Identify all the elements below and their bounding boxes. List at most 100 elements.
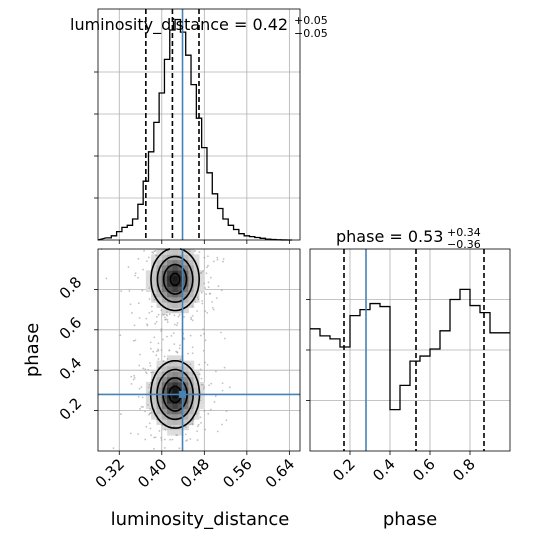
joint-density-cell <box>177 371 184 378</box>
joint-density-cell <box>193 381 200 388</box>
joint-sample-point <box>147 404 149 406</box>
joint-sample-point <box>145 260 148 262</box>
joint-density-cell <box>188 387 195 394</box>
x-axis-label: luminosity_distance <box>111 509 290 530</box>
joint-x-tick-label: 0.56 <box>219 455 255 491</box>
joint-sample-point <box>204 428 207 431</box>
joint-density-cell <box>151 286 157 293</box>
joint-sample-point <box>196 296 199 299</box>
joint-density-cell <box>151 280 157 287</box>
joint-posterior-panel: 0.32 0.40 0.48 0.56 0.64 0.2 0.4 0.6 0.8 luminos… <box>22 248 301 530</box>
joint-sample-point <box>194 250 196 252</box>
joint-sample-point <box>202 387 205 390</box>
joint-sample-point <box>149 362 151 364</box>
joint-density-cell <box>156 397 163 404</box>
joint-x-tick-label: 0.40 <box>134 455 170 491</box>
joint-density-cell <box>151 264 157 271</box>
joint-density-cell <box>167 408 173 415</box>
joint-density-cell <box>183 254 189 261</box>
joint-density-cell <box>172 296 179 303</box>
joint-sample-point <box>150 411 153 414</box>
joint-density-cell <box>188 392 195 399</box>
joint-density-cell <box>161 387 168 394</box>
joint-sample-point <box>137 433 140 435</box>
joint-density-cell <box>156 360 163 367</box>
joint-sample-point <box>158 430 161 432</box>
joint-sample-point <box>163 447 166 449</box>
joint-sample-point <box>154 249 157 252</box>
joint-density-cell <box>177 413 184 420</box>
joint-density-cell <box>199 392 205 399</box>
joint-sample-point <box>207 264 209 267</box>
joint-density-cell <box>172 302 179 308</box>
joint-sample-point <box>212 308 215 311</box>
joint-density-cell <box>172 259 179 266</box>
joint-density-cell <box>183 408 189 415</box>
joint-density-cell <box>156 259 163 266</box>
joint-density-cell <box>183 403 189 409</box>
joint-density-cell <box>177 280 184 287</box>
joint-density-cell <box>193 413 200 420</box>
joint-sample-point <box>120 413 122 415</box>
joint-density-cell <box>177 381 184 388</box>
joint-sample-point <box>204 287 207 289</box>
joint-density-cell <box>172 429 179 436</box>
joint-sample-point <box>133 374 135 377</box>
joint-sample-point <box>148 391 151 394</box>
joint-sample-point <box>145 425 148 428</box>
joint-sample-point <box>199 368 202 371</box>
joint-sample-point <box>144 410 146 413</box>
joint-sample-point <box>191 420 194 422</box>
joint-sample-point <box>148 413 150 416</box>
joint-sample-point <box>132 339 135 342</box>
joint-density-cell <box>193 397 200 404</box>
joint-density-cell <box>151 392 157 399</box>
joint-sample-point <box>145 317 148 320</box>
joint-sample-point <box>173 323 176 326</box>
joint-density-cell <box>161 302 168 308</box>
joint-sample-point <box>157 349 160 352</box>
joint-sample-point <box>191 314 194 317</box>
joint-density-cell <box>156 408 163 415</box>
joint-sample-point <box>168 362 171 365</box>
joint-sample-point <box>200 383 203 386</box>
joint-density-cell <box>151 381 157 388</box>
joint-density-cell <box>193 387 200 394</box>
joint-sample-point <box>120 290 123 293</box>
joint-sample-point <box>153 298 156 301</box>
joint-sample-point <box>196 310 199 312</box>
joint-sample-point <box>149 408 152 410</box>
joint-sample-point <box>153 336 156 339</box>
joint-sample-point <box>164 316 166 319</box>
joint-sample-point <box>162 360 165 362</box>
joint-density-cell <box>183 307 189 314</box>
joint-density-cell <box>156 419 163 425</box>
joint-truth-marker <box>179 390 187 398</box>
joint-sample-point <box>163 313 166 315</box>
joint-density-cell <box>172 376 179 383</box>
joint-density-cell <box>167 286 173 293</box>
joint-sample-point <box>198 373 201 376</box>
joint-density-cell <box>156 392 163 399</box>
joint-density-cell <box>183 264 189 271</box>
joint-sample-point <box>189 423 191 426</box>
joint-density-cell <box>167 291 173 298</box>
joint-density-cell <box>172 355 179 362</box>
joint-density-cell <box>145 270 152 277</box>
joint-sample-point <box>168 349 171 352</box>
joint-sample-point <box>144 368 147 371</box>
joint-density-cell <box>172 397 179 404</box>
joint-sample-point <box>153 436 156 439</box>
right-title-sub: −0.36 <box>447 238 481 251</box>
joint-sample-point <box>203 332 206 335</box>
joint-sample-point <box>199 416 202 419</box>
joint-density-cell <box>151 254 157 261</box>
joint-sample-point <box>216 256 219 259</box>
joint-sample-point <box>165 311 168 313</box>
joint-sample-point <box>216 258 219 261</box>
y-axis-label: phase <box>22 323 43 377</box>
joint-density-cell <box>156 381 163 388</box>
joint-sample-point <box>133 324 136 327</box>
joint-sample-point <box>148 422 151 425</box>
joint-density-cell <box>145 387 152 394</box>
